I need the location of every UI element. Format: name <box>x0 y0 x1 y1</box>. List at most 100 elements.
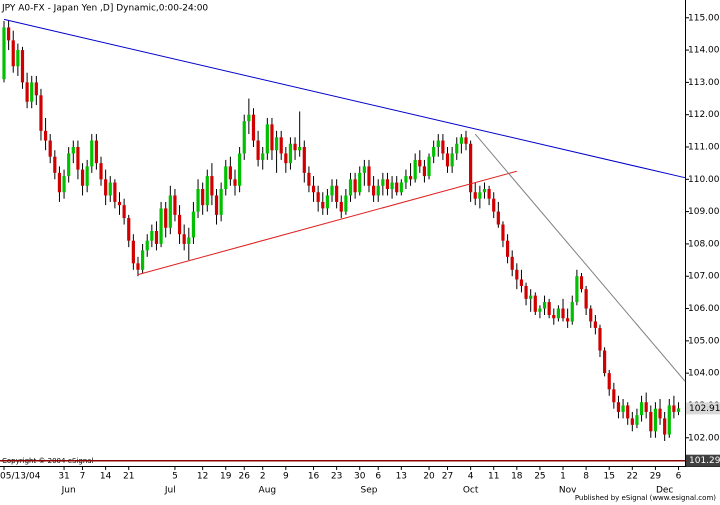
candle-body <box>154 231 159 244</box>
candle-body <box>25 82 29 102</box>
candle-body <box>228 166 232 180</box>
candle-body <box>43 130 48 141</box>
month-label: Sep <box>360 486 377 496</box>
candle-body <box>251 114 256 141</box>
y-tick-label: 105.00 <box>688 336 720 346</box>
candle-body <box>127 218 131 241</box>
x-tick-label: 16 <box>308 472 320 482</box>
candle-body <box>48 140 52 157</box>
candle-body <box>390 182 394 189</box>
candle-body <box>122 205 126 219</box>
candle-body <box>630 418 634 425</box>
candle-body <box>422 166 427 177</box>
last-price-label: 102.91 <box>689 404 720 414</box>
candle-body <box>501 224 505 241</box>
candle-body <box>182 234 186 244</box>
candle-body <box>210 176 214 196</box>
y-tick-label: 109.00 <box>688 207 720 217</box>
x-tick-label: 19 <box>220 472 232 482</box>
candle-body <box>408 176 413 180</box>
candle-body <box>496 211 500 225</box>
x-tick-label: 15 <box>603 472 614 482</box>
candle-body <box>177 214 182 235</box>
candle-body <box>441 140 445 154</box>
x-tick-label: 7 <box>80 472 86 482</box>
candle-body <box>39 95 43 131</box>
candle-body <box>62 176 66 193</box>
candle-body <box>16 50 20 67</box>
candle-body <box>325 195 329 209</box>
candle-body <box>71 147 75 154</box>
candle-body <box>76 147 80 170</box>
candle-body <box>80 169 85 186</box>
trendline <box>137 170 517 276</box>
candle-body <box>335 185 339 202</box>
month-label: Jun <box>61 486 76 496</box>
candle-body <box>104 179 108 196</box>
x-tick-label: 1 <box>560 472 566 482</box>
candle-body <box>672 405 676 412</box>
y-tick-label: 113.00 <box>688 78 720 88</box>
x-tick-label: 2 <box>260 472 266 482</box>
candle-body <box>242 121 246 154</box>
candle-body <box>547 302 551 315</box>
candle-body <box>505 240 510 257</box>
candle-body <box>584 289 588 309</box>
candle-body <box>348 179 353 196</box>
publisher: Published by eSignal (www.esignal.com) <box>575 494 716 502</box>
candle-body <box>57 172 62 193</box>
candle-body <box>658 408 662 419</box>
candle-body <box>556 308 560 319</box>
y-tick-label: 104.00 <box>688 369 720 379</box>
x-tick-label: 6 <box>676 472 682 482</box>
candle-body <box>515 269 519 280</box>
candle-body <box>274 137 279 151</box>
candle-body <box>53 156 57 173</box>
candle-body <box>533 295 537 312</box>
candle-body <box>85 166 89 186</box>
candle-body <box>385 179 390 189</box>
candle-body <box>224 166 228 189</box>
candle-body <box>603 350 607 374</box>
candle-body <box>492 198 496 212</box>
candle-body <box>164 208 168 228</box>
last-price-box <box>686 402 720 415</box>
candle-body <box>168 195 172 228</box>
y-tick-label: 114.00 <box>688 46 720 56</box>
x-tick-label: 5 <box>172 472 178 482</box>
candle-body <box>67 153 71 177</box>
x-tick-label: 11 <box>488 472 499 482</box>
candle-body <box>413 159 417 180</box>
candle-body <box>196 189 200 212</box>
candle-body <box>256 140 260 160</box>
candle-body <box>395 182 399 193</box>
candle-body <box>639 402 644 416</box>
trendline <box>3 18 686 179</box>
candle-body <box>663 418 667 435</box>
month-label: Oct <box>463 486 479 496</box>
candle-body <box>538 308 542 312</box>
x-tick-label: 26 <box>239 472 251 482</box>
candle-body <box>302 147 306 173</box>
y-tick-label: 108.00 <box>688 239 720 249</box>
candle-body <box>311 185 316 193</box>
candle-body <box>99 163 103 180</box>
candle-body <box>616 402 621 412</box>
x-tick-label: 21 <box>123 472 134 482</box>
candle-body <box>593 321 597 328</box>
candle-body <box>473 192 477 199</box>
candle-body <box>459 137 463 144</box>
y-tick-label: 112.00 <box>688 110 720 120</box>
candle-body <box>131 240 135 264</box>
low-line-box <box>686 454 720 467</box>
candle-body <box>399 182 403 193</box>
candle-body <box>626 405 630 419</box>
candle-body <box>191 211 196 238</box>
x-tick-label: 6 <box>375 472 381 482</box>
candle-body <box>612 389 616 403</box>
candle-body <box>145 240 149 251</box>
candle-body <box>524 285 528 299</box>
x-tick-label: 9 <box>283 472 289 482</box>
candle-body <box>450 153 454 167</box>
